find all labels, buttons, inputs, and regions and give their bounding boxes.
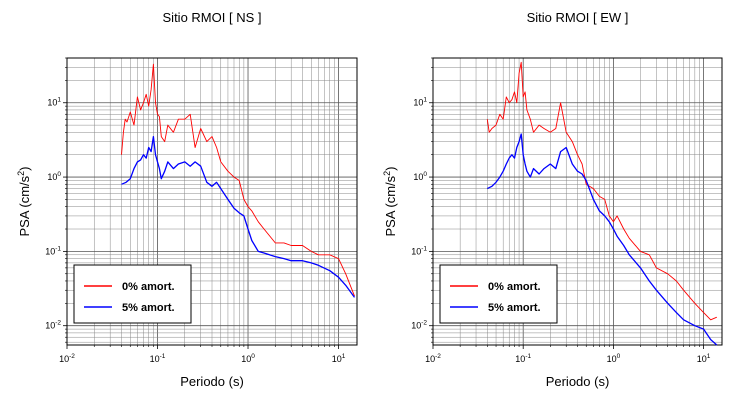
legend: 0% amort. 5% amort. xyxy=(439,264,558,324)
legend-box xyxy=(73,264,192,324)
legend-label: 5% amort. xyxy=(122,302,175,314)
y-tick-label: 100 xyxy=(413,171,427,182)
x-tick-label: 10-2 xyxy=(425,353,441,364)
series-line-damping-5 xyxy=(121,135,356,298)
series-line-damping-0 xyxy=(121,63,355,297)
y-tick-label: 10-2 xyxy=(411,320,427,331)
x-tick-label: 100 xyxy=(241,353,255,364)
legend-label: 0% amort. xyxy=(488,281,541,293)
y-axis-label: PSA (cm/s2) xyxy=(382,166,398,236)
series-line-damping-5 xyxy=(487,133,718,346)
chart-title: Sitio RMOI [ EW ] xyxy=(527,10,629,25)
grid xyxy=(432,57,722,345)
legend-label: 5% amort. xyxy=(488,302,541,314)
y-tick-label: 100 xyxy=(47,171,61,182)
x-tick-label: 101 xyxy=(697,353,711,364)
y-tick-label: 10-1 xyxy=(45,245,61,256)
y-tick-label: 10-2 xyxy=(45,320,61,331)
chart-panel-1: Sitio RMOI [ NS ] 10-2 10-1 100 101 10-2 10-1 1… xyxy=(16,10,358,389)
y-tick-label: 101 xyxy=(413,97,427,108)
x-tick-label: 10-1 xyxy=(150,353,166,364)
x-axis-label: Periodo (s) xyxy=(180,374,244,389)
y-tick-label: 10-1 xyxy=(411,245,427,256)
x-tick-label: 100 xyxy=(607,353,621,364)
x-tick-label: 101 xyxy=(332,353,346,364)
legend-label: 0% amort. xyxy=(122,281,175,293)
chart-panel-2: Sitio RMOI [ EW ] 10-2 10-1 100 101 10-2 10-1 1… xyxy=(382,10,723,389)
chart-title: Sitio RMOI [ NS ] xyxy=(163,10,262,25)
legend: 0% amort. 5% amort. xyxy=(73,264,192,324)
x-tick-label: 10-1 xyxy=(515,353,531,364)
x-axis-label: Periodo (s) xyxy=(546,374,610,389)
y-tick-label: 101 xyxy=(47,97,61,108)
series-line-damping-0 xyxy=(486,61,717,321)
x-tick-label: 10-2 xyxy=(59,353,75,364)
legend-box xyxy=(439,264,558,324)
y-axis-label: PSA (cm/s2) xyxy=(16,166,32,236)
